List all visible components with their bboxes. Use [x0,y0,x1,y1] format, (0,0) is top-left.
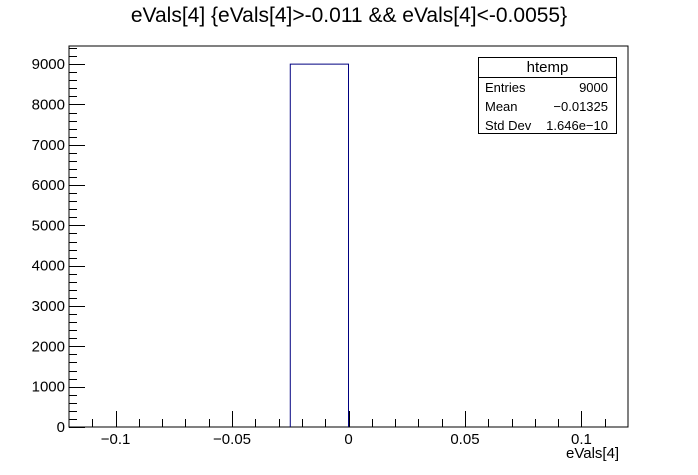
stats-label: Mean [485,99,518,114]
y-tick-label: 8000 [32,96,65,113]
chart-title: eVals[4] {eVals[4]>-0.011 && eVals[4]<-0… [130,4,568,27]
y-tick-label: 5000 [32,217,65,234]
stats-value: −0.01325 [553,99,608,114]
x-tick-label: 0.05 [450,431,479,448]
stats-label: Entries [485,80,526,95]
y-tick-label: 0 [57,419,65,436]
y-tick-label: 6000 [32,177,65,194]
y-tick-label: 1000 [32,379,65,396]
stats-box: htemp Entries 9000 Mean −0.01325 Std Dev… [478,57,617,134]
stats-row-entries: Entries 9000 [479,78,616,97]
stats-box-name: htemp [479,58,616,78]
stats-row-mean: Mean −0.01325 [479,97,616,116]
histogram-bin-0 [289,63,349,427]
x-tick-label: 0.1 [571,431,592,448]
y-tick-label: 3000 [32,298,65,315]
y-tick-label: 9000 [32,56,65,73]
x-tick-label: 0 [344,431,352,448]
y-tick-label: 2000 [32,338,65,355]
x-axis-label: eVals[4] [566,445,620,462]
stats-value: 1.646e−10 [546,118,608,133]
x-tick-label: −0.05 [213,431,251,448]
stats-value: 9000 [579,80,608,95]
y-tick-label: 4000 [32,258,65,275]
y-tick-label: 7000 [32,137,65,154]
x-tick-label: −0.1 [101,431,131,448]
stats-label: Std Dev [485,118,532,133]
stats-row-stddev: Std Dev 1.646e−10 [479,116,616,135]
